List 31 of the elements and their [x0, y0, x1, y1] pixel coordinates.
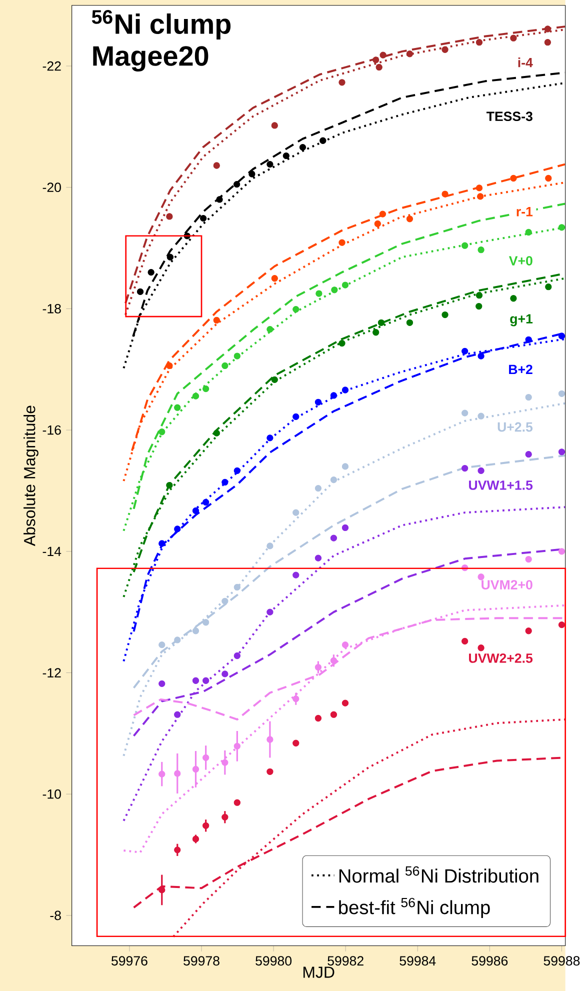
y-tick-label: -12: [43, 668, 61, 678]
x-tick-label: 59980: [256, 956, 292, 966]
y-tick-label: -16: [43, 425, 62, 435]
annotation: Normal $^{56}$Ni Distribution: [340, 866, 539, 883]
x-tick-label: 59986: [472, 956, 508, 966]
x-tick-label: 59976: [112, 956, 148, 966]
y-axis-title: Absolute Magnitude: [24, 406, 39, 546]
series-label: U+2.5: [498, 422, 533, 432]
series-label: r-1: [516, 207, 533, 216]
text: Magee20: [93, 46, 208, 72]
y-tick-label: -18: [43, 304, 62, 314]
y-tick-label: -20: [43, 182, 62, 192]
x-tick-label: 59984: [400, 956, 436, 966]
series-label: V+0: [509, 256, 533, 266]
y-tick-label: -22: [43, 61, 61, 71]
series-label: UVW1+1.5: [469, 480, 533, 490]
y-tick-label: -8: [50, 910, 62, 920]
text: TESS-3: [486, 112, 533, 122]
chart-title: $^{56}$Ni clump: [92, 10, 231, 40]
legend-label: UVW2+2.5: [469, 653, 533, 663]
x-tick-label: 59988: [544, 956, 580, 966]
y-tick-label: -14: [43, 546, 62, 556]
annotation: best-fit $^{56}$Ni clump: [339, 898, 490, 918]
x-tick-label: 59982: [328, 956, 364, 966]
x-tick-label: 59978: [184, 956, 220, 966]
series-label: g+1: [510, 314, 533, 326]
series-label: i-4: [518, 58, 534, 68]
y-tick-label: -10: [43, 789, 62, 799]
x-axis-title: MJD: [304, 966, 334, 978]
series-label: B+2: [509, 364, 533, 374]
legend-label: UVM2+0: [482, 580, 533, 590]
